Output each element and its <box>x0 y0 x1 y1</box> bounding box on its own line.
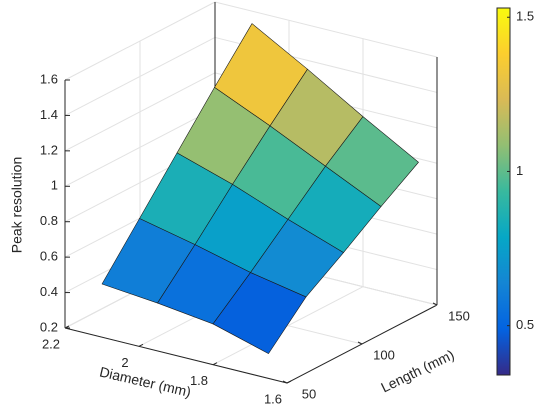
x-tick-label: 1.6 <box>264 391 282 405</box>
y-tick-label: 50 <box>302 386 316 401</box>
z-tick-label: 1.2 <box>40 142 58 157</box>
z-axis-label: Peak resolution <box>9 157 25 254</box>
colorbar-tick-label: 1.5 <box>516 9 534 24</box>
x-axis-label: Diameter (mm) <box>98 363 193 400</box>
tick-mark <box>432 302 438 306</box>
tick-mark <box>64 325 70 329</box>
z-tick-label: 1 <box>51 178 58 193</box>
z-tick-label: 0.4 <box>40 284 58 299</box>
tick-mark <box>138 343 144 347</box>
grid-line <box>64 72 216 152</box>
tick-mark <box>282 380 288 384</box>
x-tick-label: 1.8 <box>190 373 208 388</box>
axis-line <box>64 327 288 384</box>
z-tick-label: 0.6 <box>40 249 58 264</box>
colorbar-tick-label: 1 <box>516 163 523 178</box>
y-tick-label: 150 <box>448 308 470 323</box>
z-tick-label: 1.6 <box>40 71 58 86</box>
colorbar <box>496 7 511 376</box>
colorbar-tick-label: 0.5 <box>516 317 534 332</box>
z-tick-label: 1.4 <box>40 107 58 122</box>
tick-mark <box>286 380 292 384</box>
surface-patch <box>212 272 307 354</box>
z-tick-label: 0.2 <box>40 319 58 334</box>
grid-line <box>214 1 438 58</box>
x-tick-label: 2 <box>121 355 128 370</box>
tick-mark <box>357 341 363 345</box>
tick-mark <box>212 362 218 366</box>
y-tick-label: 100 <box>373 347 395 362</box>
x-tick-label: 2.2 <box>42 336 60 351</box>
grid-line <box>64 36 216 116</box>
grid-line <box>64 1 216 81</box>
grid-line <box>64 107 216 187</box>
z-tick-label: 0.8 <box>40 213 58 228</box>
